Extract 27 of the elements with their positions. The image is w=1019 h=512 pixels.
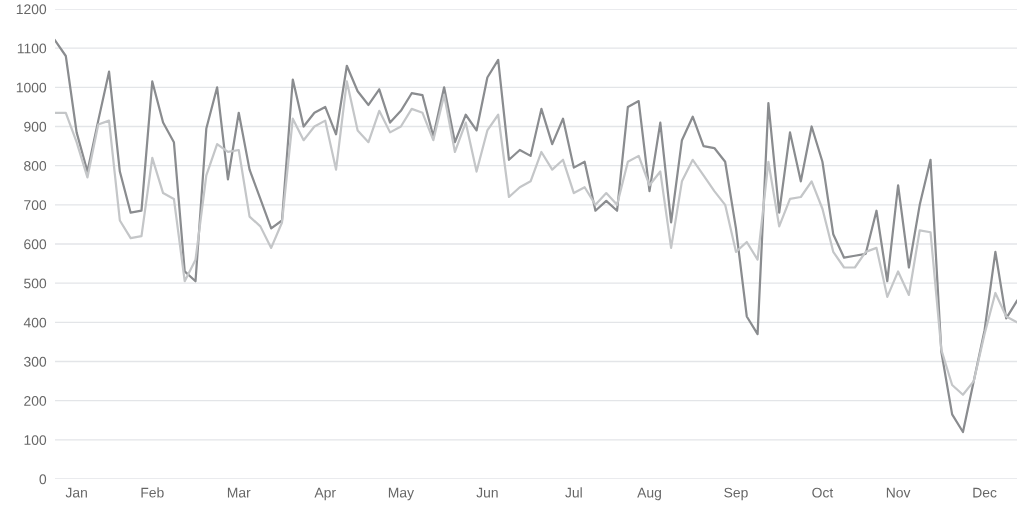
x-tick-label: Jan bbox=[65, 487, 87, 498]
y-tick-label: 1000 bbox=[16, 82, 47, 93]
x-tick-label: Sep bbox=[724, 487, 748, 501]
y-tick-label: 1100 bbox=[17, 43, 47, 54]
x-tick-label: Jun bbox=[476, 487, 498, 498]
y-tick-label: 300 bbox=[24, 356, 47, 367]
y-tick-label: 400 bbox=[23, 317, 47, 328]
y-tick-label: 900 bbox=[24, 121, 47, 132]
y-tick-label: 1200 bbox=[16, 4, 47, 15]
y-tick-label: 600 bbox=[24, 239, 47, 250]
x-tick-label: Dec bbox=[973, 487, 997, 498]
y-tick-label: 200 bbox=[24, 396, 47, 406]
y-tick-label: 700 bbox=[24, 200, 47, 210]
x-tick-label: Mar bbox=[227, 487, 251, 498]
x-tick-label: Feb bbox=[141, 487, 164, 498]
x-tick-label: Aug bbox=[637, 487, 661, 501]
y-tick-label: 100 bbox=[24, 435, 47, 445]
x-tick-label: Oct bbox=[812, 487, 834, 498]
x-tick-label: Jul bbox=[565, 487, 582, 498]
x-tick-label: Apr bbox=[314, 487, 336, 501]
x-tick-label: Nov bbox=[886, 487, 911, 498]
y-tick-label: 800 bbox=[24, 161, 47, 171]
y-tick-label: 500 bbox=[24, 278, 47, 289]
line-series bbox=[55, 39, 1017, 434]
y-tick-label: 0 bbox=[39, 474, 47, 485]
x-tick-label: May bbox=[388, 487, 414, 501]
line-series bbox=[55, 80, 1017, 396]
